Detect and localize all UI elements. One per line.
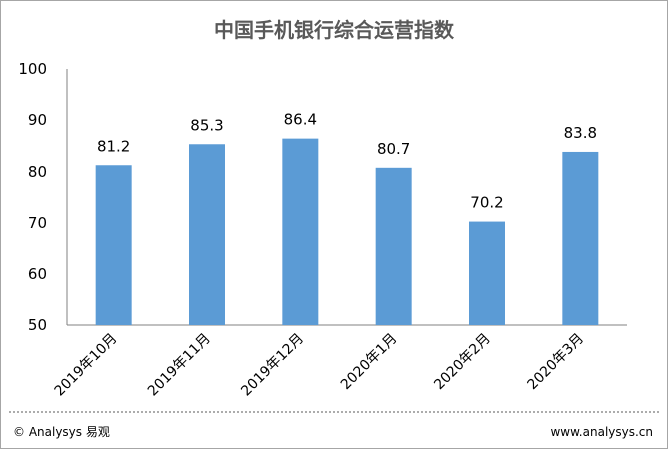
data-label: 86.4 [284,111,317,129]
y-tick-label: 60 [28,265,47,283]
data-label: 70.2 [470,194,503,212]
axes [66,69,627,326]
x-tick-label: 2020年3月 [525,331,588,394]
x-tick-label: 2020年2月 [431,331,494,394]
data-label: 81.2 [97,137,130,155]
data-label: 85.3 [190,116,223,134]
footer-website: www.analysys.cn [550,425,653,439]
chart-title: 中国手机银行综合运营指数 [214,18,455,42]
bar [375,167,412,325]
y-tick-label: 100 [18,60,47,78]
y-tick-label: 70 [28,214,47,232]
bar [562,151,599,325]
bar [469,221,505,325]
bar [282,138,319,325]
y-tick-label: 90 [28,111,47,129]
bars [95,138,599,325]
footer-copyright: © Analysys 易观 [13,425,110,439]
x-tick-label: 2019年11月 [145,331,214,400]
x-tick-label: 2020年1月 [338,331,401,394]
y-tick-label: 50 [28,316,47,334]
y-axis-ticks: 50 60 70 80 90 100 [18,60,47,334]
bar [189,144,225,325]
data-label: 83.8 [564,124,597,142]
data-label: 80.7 [377,140,410,158]
y-tick-label: 80 [28,163,47,181]
bar [95,165,132,325]
x-axis-ticks: 2019年10月 2019年11月 2019年12月 2020年1月 2020年2月 20… [52,331,588,400]
x-tick-label: 2019年12月 [238,331,307,400]
x-tick-label: 2019年10月 [52,331,121,400]
data-labels: 81.2 85.3 86.4 80.7 70.2 83.8 [97,111,597,212]
